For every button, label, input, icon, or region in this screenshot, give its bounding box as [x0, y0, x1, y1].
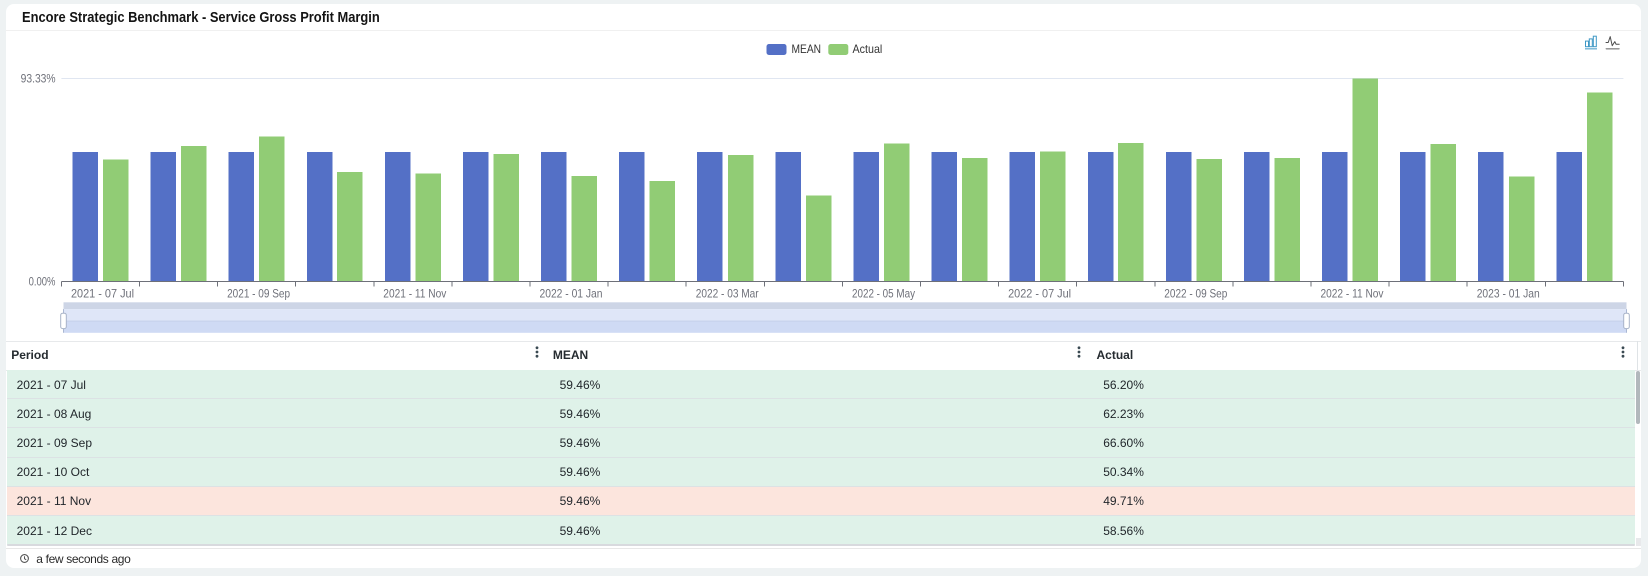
svg-text:2021 - 11 Nov: 2021 - 11 Nov: [383, 287, 446, 301]
svg-text:2022 - 11 Nov: 2022 - 11 Nov: [1321, 287, 1384, 301]
svg-text:2021 - 07 Jul: 2021 - 07 Jul: [71, 287, 134, 301]
svg-text:2021 - 09 Sep: 2021 - 09 Sep: [227, 287, 290, 301]
svg-text:2022 - 05 May: 2022 - 05 May: [852, 287, 915, 301]
svg-text:2022 - 09 Sep: 2022 - 09 Sep: [1164, 287, 1227, 301]
svg-text:2022 - 03 Mar: 2022 - 03 Mar: [696, 287, 759, 301]
svg-text:0.00%: 0.00%: [29, 275, 56, 289]
svg-text:Actual: Actual: [853, 42, 883, 56]
svg-text:2023 - 01 Jan: 2023 - 01 Jan: [1477, 287, 1540, 301]
svg-text:2022 - 01 Jan: 2022 - 01 Jan: [540, 287, 603, 301]
svg-text:MEAN: MEAN: [792, 42, 822, 56]
svg-text:2022 - 07 Jul: 2022 - 07 Jul: [1008, 287, 1071, 301]
svg-text:93.33%: 93.33%: [21, 72, 56, 86]
